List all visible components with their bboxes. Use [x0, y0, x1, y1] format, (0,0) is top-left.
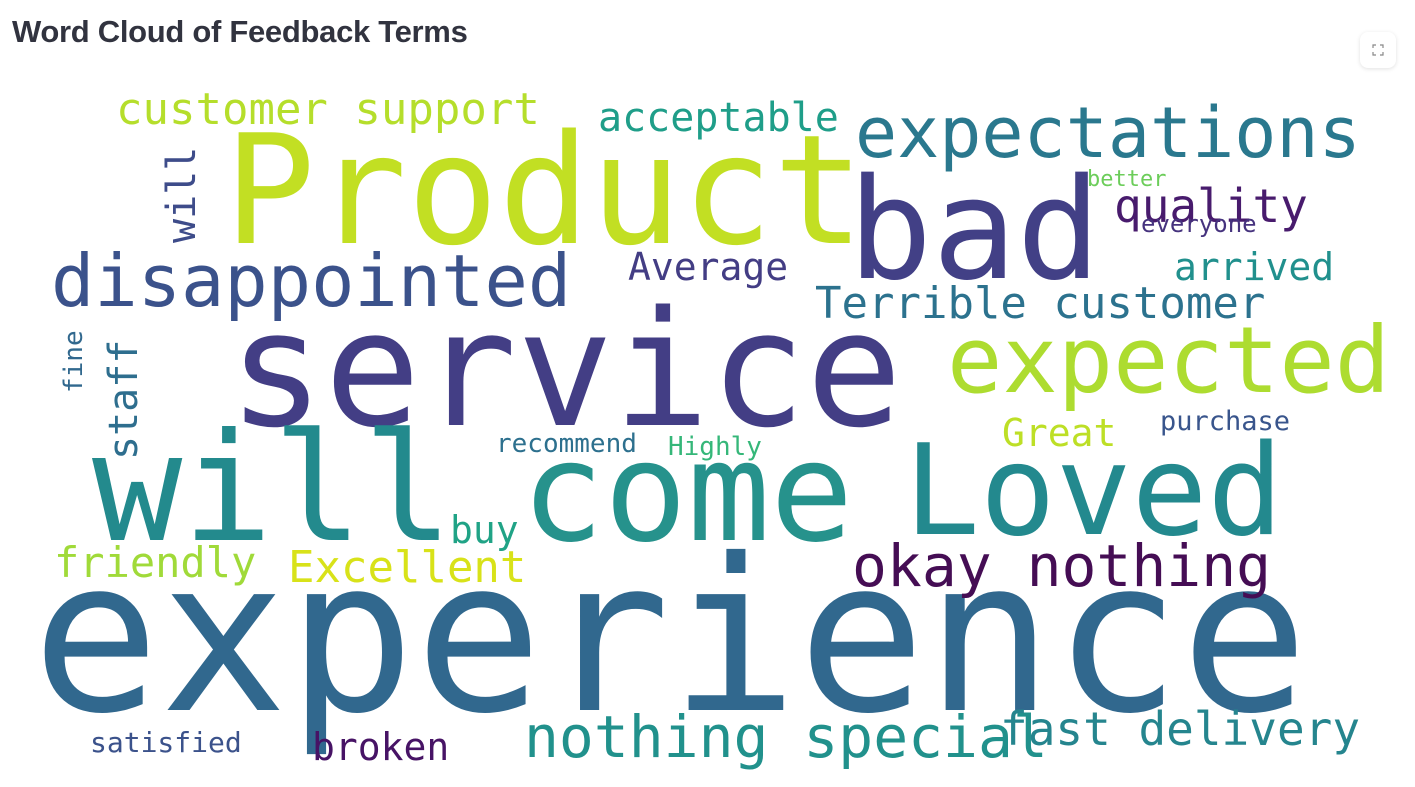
expand-icon: [1372, 44, 1384, 56]
cloud-word: customer support: [116, 84, 540, 135]
cloud-word: Excellent: [288, 542, 526, 593]
cloud-word: quality: [1114, 179, 1308, 233]
cloud-word: okay nothing: [852, 532, 1271, 600]
cloud-word: come: [521, 412, 853, 573]
cloud-word: satisfied: [90, 726, 242, 759]
cloud-word: recommend: [496, 429, 637, 459]
cloud-word: Great: [1002, 411, 1116, 455]
cloud-word: nothing special: [524, 703, 1048, 771]
cloud-word: experience: [32, 513, 1308, 760]
cloud-word: everyone: [1141, 210, 1257, 238]
cloud-word: purchase: [1160, 406, 1290, 437]
fullscreen-button[interactable]: [1360, 32, 1396, 68]
cloud-word: expected: [947, 307, 1390, 414]
cloud-word: service: [228, 276, 902, 463]
cloud-word: fine: [59, 330, 89, 393]
cloud-word: bad: [848, 149, 1101, 312]
cloud-word: Product: [224, 102, 865, 279]
cloud-word: better: [1087, 167, 1166, 192]
cloud-word: will: [92, 402, 453, 576]
cloud-word: friendly: [54, 538, 256, 587]
cloud-word: Loved: [904, 417, 1283, 564]
cloud-word: expectations: [855, 92, 1361, 174]
cloud-word: broken: [312, 725, 449, 769]
page-title: Word Cloud of Feedback Terms: [12, 14, 468, 49]
cloud-word: Highly: [668, 432, 762, 462]
cloud-word: staff: [101, 340, 147, 460]
cloud-word: Terrible customer: [815, 278, 1265, 329]
cloud-word: fast delivery: [1000, 702, 1360, 756]
cloud-word: buy: [450, 508, 519, 552]
cloud-word: Average: [628, 245, 788, 289]
cloud-word: disappointed: [51, 239, 571, 323]
cloud-word: arrived: [1174, 245, 1334, 289]
cloud-word: will: [159, 147, 205, 243]
cloud-word: acceptable: [598, 95, 839, 141]
